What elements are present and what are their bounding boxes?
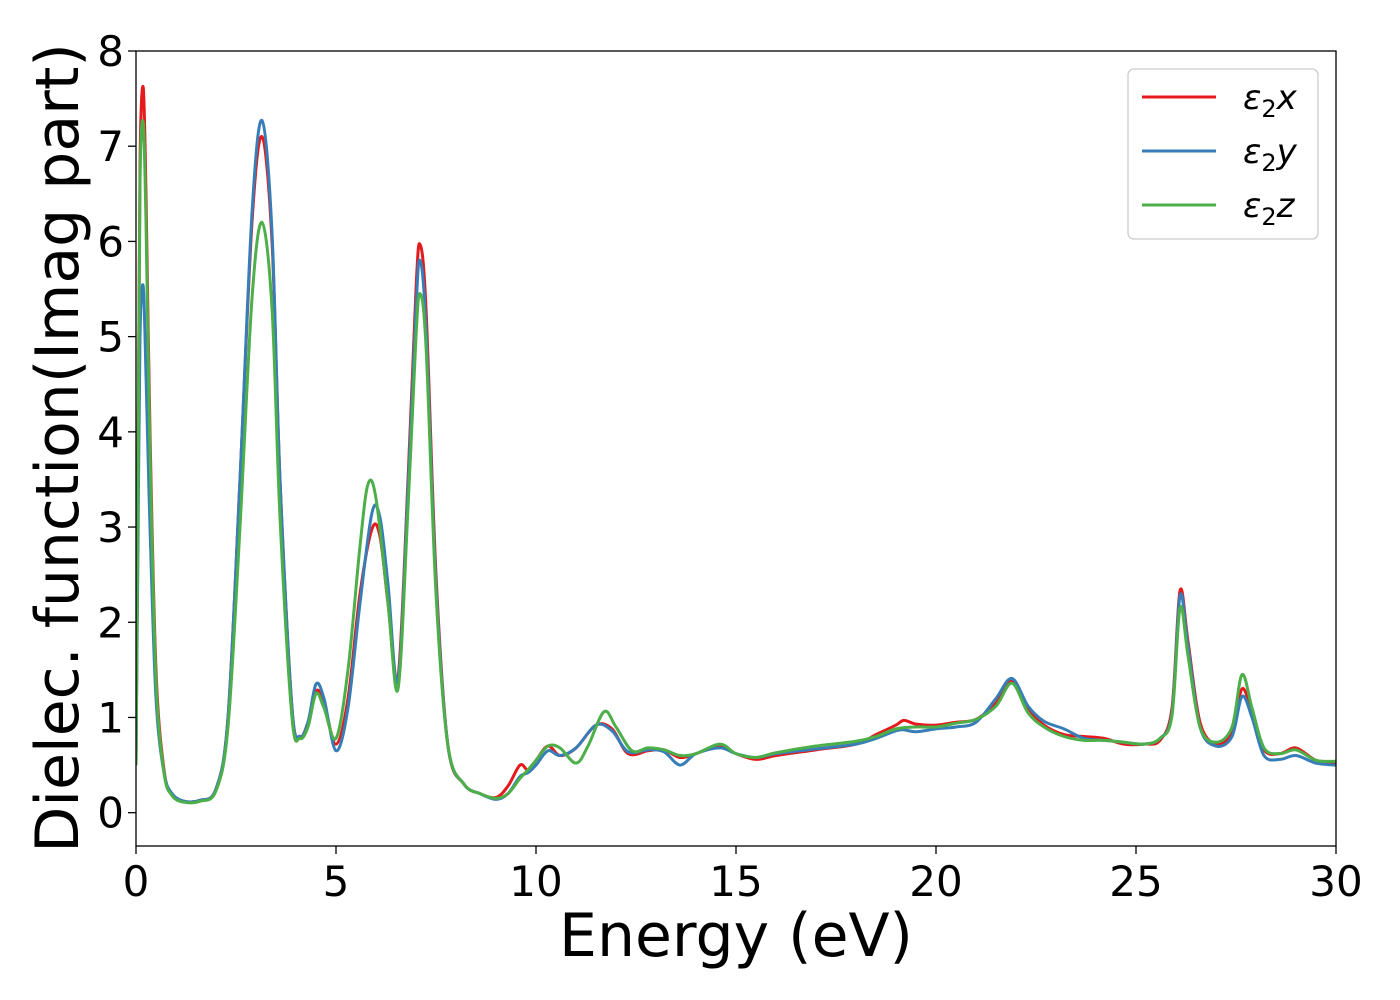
y-axis: 0 1 2 3 4 5 6 7 8 [97, 27, 136, 838]
y-tick-label: 5 [97, 313, 124, 362]
x-tick-label: 30 [1309, 857, 1362, 906]
y-tick-label: 7 [97, 122, 124, 171]
series-line-z [136, 119, 1336, 805]
x-axis-title: Energy (eV) [559, 901, 913, 971]
legend-label-z: ε2z [1243, 186, 1296, 231]
x-tick-label: 15 [709, 857, 762, 906]
legend: ε2x ε2y ε2z [1127, 68, 1319, 240]
x-axis: 0 5 10 15 20 25 30 [123, 846, 1363, 906]
y-tick-label: 4 [97, 408, 124, 457]
y-tick-label: 1 [97, 693, 124, 742]
x-tick-label: 0 [123, 857, 150, 906]
series-layer [136, 84, 1336, 805]
legend-frame [1127, 68, 1319, 240]
x-tick-label: 5 [323, 857, 350, 906]
y-tick-label: 8 [97, 27, 124, 76]
x-tick-label: 25 [1109, 857, 1162, 906]
y-tick-label: 3 [97, 503, 124, 552]
x-tick-label: 20 [909, 857, 962, 906]
y-tick-label: 2 [97, 598, 124, 647]
x-tick-label: 10 [509, 857, 562, 906]
legend-label-x: ε2x [1243, 78, 1298, 123]
y-tick-label: 0 [97, 789, 124, 838]
legend-label-y: ε2y [1243, 132, 1298, 177]
y-axis-title: Dielec. function(Imag part) [23, 43, 93, 853]
y-tick-label: 6 [97, 217, 124, 266]
